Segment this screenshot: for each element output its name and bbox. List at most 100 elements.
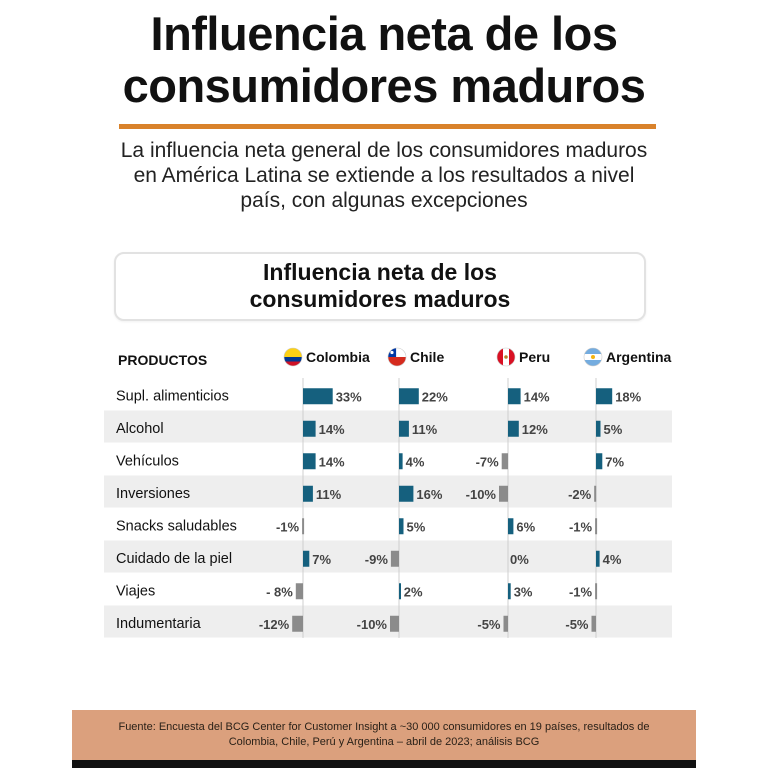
bar [594, 485, 597, 502]
chart-title-box [114, 252, 646, 321]
country-header-peru: Peru [519, 349, 550, 365]
source-line-1: Fuente: Encuesta del BCG Center for Cust… [118, 721, 650, 733]
row-stripe [104, 540, 672, 573]
bar [596, 453, 603, 470]
bar [595, 583, 598, 600]
data-label: -5% [477, 617, 501, 632]
page-title: Influencia neta de los consumidores madu… [0, 8, 768, 112]
bar [399, 485, 414, 502]
chart-title-line-1: Influencia neta de los [263, 259, 497, 285]
bar [591, 615, 596, 632]
bar [508, 388, 521, 405]
chart-area: PRODUCTOS Colombia Chile Peru Argentina Supl.… [104, 347, 672, 639]
data-label: -2% [568, 487, 592, 502]
flag-argentina-icon [583, 347, 603, 367]
bar [295, 583, 303, 600]
subtitle-line-1: La influencia neta general de los consum… [120, 139, 648, 162]
title-line-2: consumidores maduros [122, 59, 646, 112]
data-label: -7% [476, 454, 500, 469]
bar [508, 420, 519, 437]
data-label: - 8% [266, 584, 293, 599]
flag-chile-icon [387, 347, 407, 367]
data-label: -10% [357, 617, 388, 632]
data-label: 11% [412, 422, 438, 437]
bar [596, 420, 601, 437]
data-label: 14% [319, 422, 345, 437]
flag-peru-icon [496, 347, 516, 367]
chart-svg: PRODUCTOS Colombia Chile Peru Argentina Supl.… [104, 347, 672, 639]
bar [596, 550, 600, 567]
chart-title-line-2: consumidores maduros [249, 286, 511, 312]
data-label: 3% [514, 584, 533, 599]
data-label: 12% [522, 422, 548, 437]
data-label: 7% [605, 454, 624, 469]
data-label: -9% [365, 552, 389, 567]
productos-header: PRODUCTOS [118, 352, 207, 368]
category-label: Cuidado de la piel [116, 551, 232, 567]
data-label: 5% [407, 519, 426, 534]
bar [595, 518, 598, 535]
data-label: -12% [259, 617, 290, 632]
title-line-1: Influencia neta de los [150, 7, 618, 60]
data-label: 11% [316, 487, 342, 502]
bar [303, 420, 316, 437]
data-label: 5% [604, 422, 623, 437]
bar [499, 485, 508, 502]
data-label: 14% [319, 454, 345, 469]
row-stripe [104, 410, 672, 443]
subtitle-line-2: en América Latina se extiende a los resu… [133, 164, 635, 187]
bar [508, 583, 511, 600]
category-label: Inversiones [116, 486, 190, 502]
bar [302, 518, 305, 535]
bar [501, 453, 508, 470]
data-label: -1% [276, 519, 300, 534]
bar [508, 518, 514, 535]
bar [303, 485, 313, 502]
category-label: Snacks saludables [116, 518, 237, 534]
data-label: 22% [422, 389, 448, 404]
data-label: 7% [312, 552, 331, 567]
data-label: 16% [416, 487, 442, 502]
bar [390, 550, 399, 567]
bar [303, 388, 333, 405]
bar [399, 453, 403, 470]
bar [303, 453, 316, 470]
data-label: 4% [603, 552, 622, 567]
country-header-colombia: Colombia [306, 349, 370, 365]
source-line-2: Colombia, Chile, Perú y Argentina – abri… [228, 736, 540, 748]
source-text: Fuente: Encuesta del BCG Center for Cust… [84, 720, 684, 750]
data-label: 4% [406, 454, 425, 469]
bar [390, 615, 399, 632]
subtitle-line-3: país, con algunas excepciones [240, 189, 528, 212]
data-label: -10% [466, 487, 497, 502]
bottom-strip [72, 760, 696, 768]
category-label: Supl. alimenticios [116, 388, 229, 404]
category-label: Vehículos [116, 453, 179, 469]
flag-colombia-icon [283, 347, 303, 367]
data-label: 33% [336, 389, 362, 404]
bar [503, 615, 508, 632]
data-label: 14% [524, 389, 550, 404]
data-label: -5% [565, 617, 589, 632]
source-footer: Fuente: Encuesta del BCG Center for Cust… [72, 710, 696, 760]
country-header-chile: Chile [410, 349, 444, 365]
bar [399, 388, 419, 405]
row-stripe [104, 475, 672, 508]
data-label: -1% [569, 584, 593, 599]
row-stripe [104, 605, 672, 638]
subtitle: La influencia neta general de los consum… [100, 138, 668, 213]
data-label: 0% [510, 552, 529, 567]
category-label: Viajes [116, 583, 155, 599]
bar [303, 550, 310, 567]
category-label: Indumentaria [116, 616, 202, 632]
country-header-argentina: Argentina [606, 349, 672, 365]
data-label: -1% [569, 519, 593, 534]
data-label: 6% [516, 519, 535, 534]
bar [399, 420, 409, 437]
data-label: 18% [615, 389, 641, 404]
bar [292, 615, 303, 632]
chart-title: Influencia neta de los consumidores madu… [114, 259, 646, 313]
bar [596, 388, 613, 405]
data-label: 2% [404, 584, 423, 599]
bar [399, 583, 401, 600]
